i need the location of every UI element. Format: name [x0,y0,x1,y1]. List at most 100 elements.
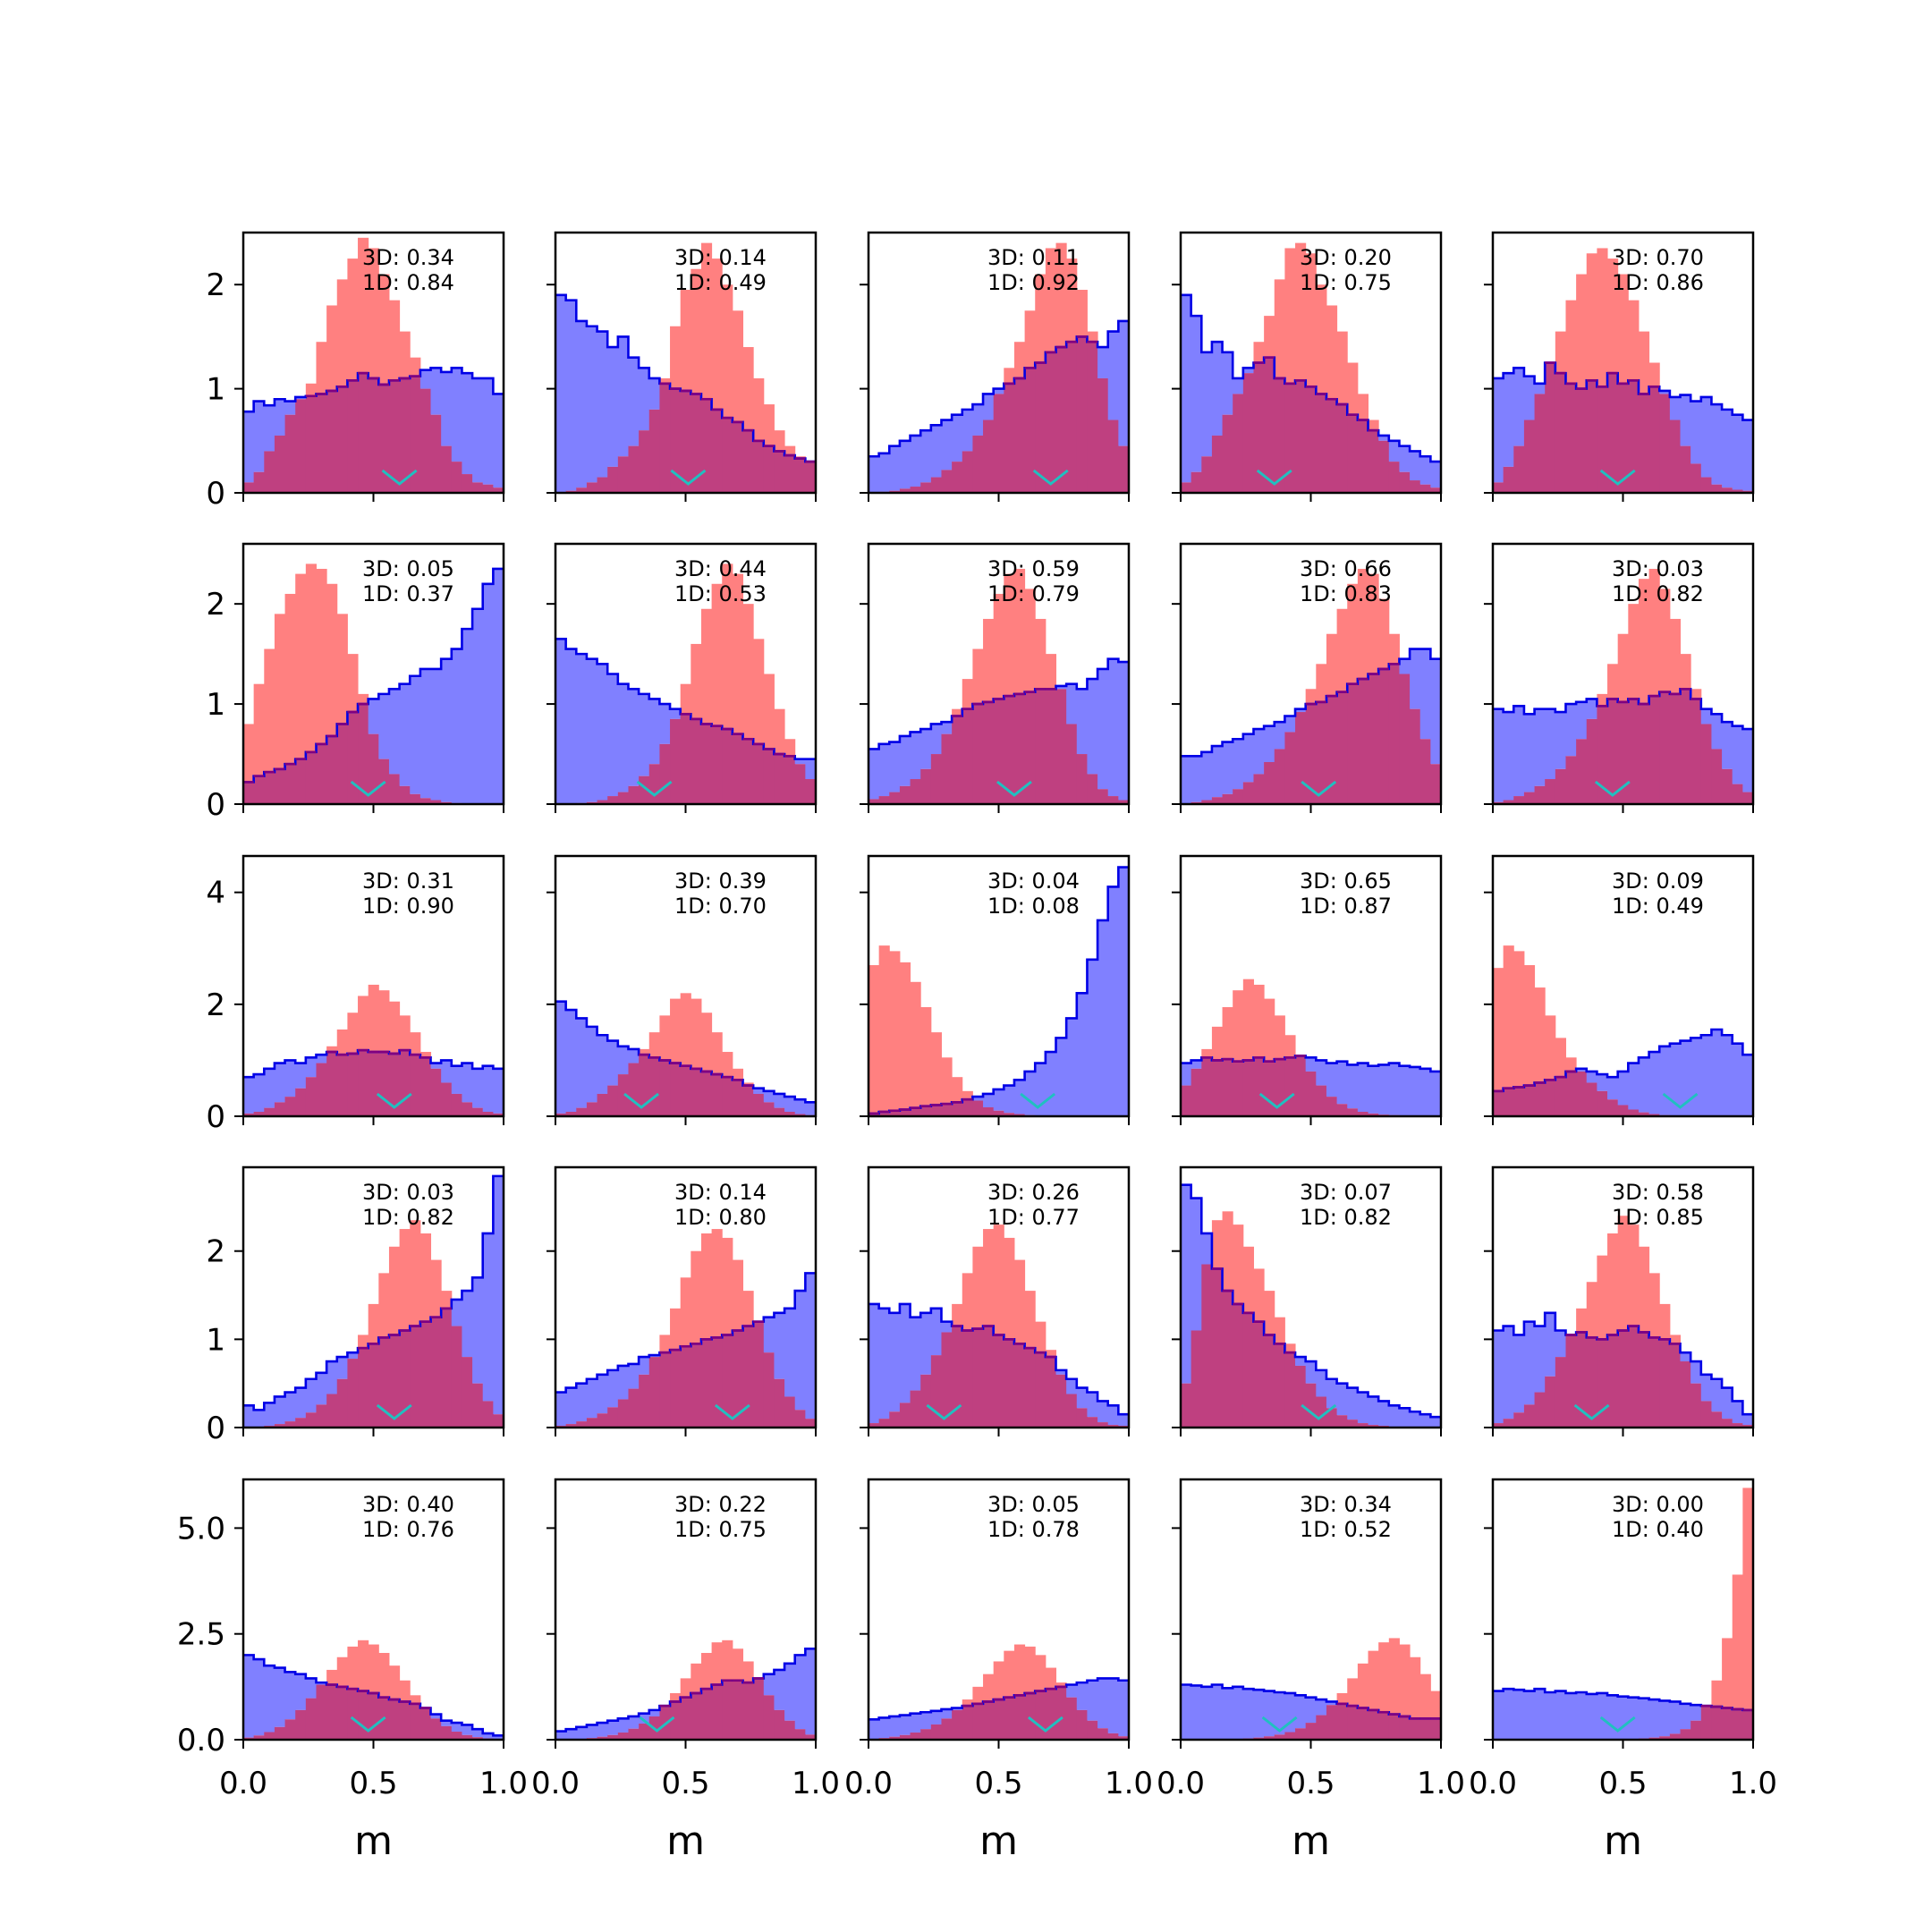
blue-bar [1597,1074,1608,1091]
overlap-bar [419,388,432,493]
blue-bar [1076,993,1088,1116]
blue-bar [784,1097,796,1112]
red-bar [1628,1224,1640,1326]
red-bar [336,614,348,724]
y-tick-label: 1 [206,687,225,723]
overlap-bar [983,701,995,804]
overlap-bar [597,1736,608,1740]
red-bar [1326,305,1338,400]
overlap-bar [1347,1706,1359,1740]
overlap-bar [451,1093,462,1116]
overlap-bar [1565,383,1577,493]
overlap-bar [920,1729,932,1740]
red-bar [1336,331,1348,405]
blue-bar [910,732,921,780]
label-1d: 1D: 0.92 [987,270,1080,295]
blue-bar [1097,919,1109,1116]
overlap-bar [680,714,691,804]
overlap-bar [1680,1729,1691,1740]
overlap-bar [399,1701,411,1740]
red-bar [869,965,880,1114]
overlap-bar [1513,1087,1525,1116]
blue-bar [1523,714,1536,792]
red-bar [430,1259,442,1318]
red-bar [1274,1015,1285,1060]
overlap-bar [691,1692,702,1740]
y-tick-label: 0 [206,476,225,512]
red-bar [368,1644,379,1693]
blue-bar [295,1674,307,1710]
overlap-bar [1087,1417,1098,1428]
overlap-bar [659,1060,671,1116]
red-bar [1253,984,1265,1058]
blue-bar [617,1718,629,1733]
overlap-bar [763,445,775,493]
overlap-bar [1295,712,1307,804]
red-bar [722,1640,733,1681]
overlap-bar [1534,1082,1546,1116]
blue-bar [1264,725,1275,762]
red-bar [1024,1646,1036,1693]
overlap-bar [711,409,723,493]
blue-bar [607,674,619,797]
overlap-bar [1035,362,1046,493]
red-bar [711,258,723,410]
overlap-bar [1378,1712,1390,1740]
panel-plot-area [243,564,504,804]
red-bar [1035,1655,1046,1691]
truth-marker [350,780,386,797]
overlap-bar [1107,1733,1119,1740]
overlap-bar [441,1725,453,1740]
blue-bar [1722,409,1733,488]
overlap-bar [1617,1105,1629,1116]
truth-marker [1261,1716,1298,1733]
blue-bar [1555,1330,1566,1358]
overlap-bar [419,1707,432,1740]
blue-bar [1087,1392,1098,1418]
overlap-bar [1722,487,1733,493]
y-tick-label: 2 [206,267,225,303]
red-bar [680,993,691,1066]
panel-plot-area [1493,568,1753,804]
blue-bar [1493,1690,1504,1740]
overlap-bar [410,376,421,493]
overlap-bar [1347,683,1359,804]
overlap-bar [388,380,401,493]
overlap-bar [305,395,317,493]
overlap-bar [941,1332,953,1428]
blue-bar [1742,1414,1753,1426]
overlap-bar [493,1113,504,1116]
blue-bar [1617,1071,1629,1106]
blue-bar [493,1175,504,1415]
blue-bar [607,347,619,467]
panel-plot-area [869,1224,1129,1428]
overlap-bar [1118,800,1129,804]
overlap-bar [378,1052,390,1116]
overlap-bar [869,799,880,804]
label-1d: 1D: 0.53 [674,581,767,606]
blue-bar [284,1392,296,1422]
overlap-bar [274,435,286,493]
blue-bar [555,1001,567,1114]
overlap-bar [691,394,702,493]
overlap-bar [264,1732,275,1740]
overlap-bar [1004,1339,1015,1428]
blue-bar [1565,1692,1577,1740]
overlap-bar [1284,1352,1296,1428]
blue-bar [565,1387,577,1425]
label-3d: 3D: 0.58 [1612,1180,1704,1205]
red-bar [1347,583,1359,684]
blue-bar [878,743,890,797]
blue-bar [1076,689,1088,755]
overlap-bar [1013,1343,1026,1428]
truth-marker [1256,469,1292,486]
overlap-bar [899,785,911,804]
red-bar [983,1229,995,1326]
overlap-bar [1607,373,1619,493]
blue-bar [920,1312,932,1375]
overlap-bar [1638,704,1650,804]
label-1d: 1D: 0.37 [362,581,454,606]
